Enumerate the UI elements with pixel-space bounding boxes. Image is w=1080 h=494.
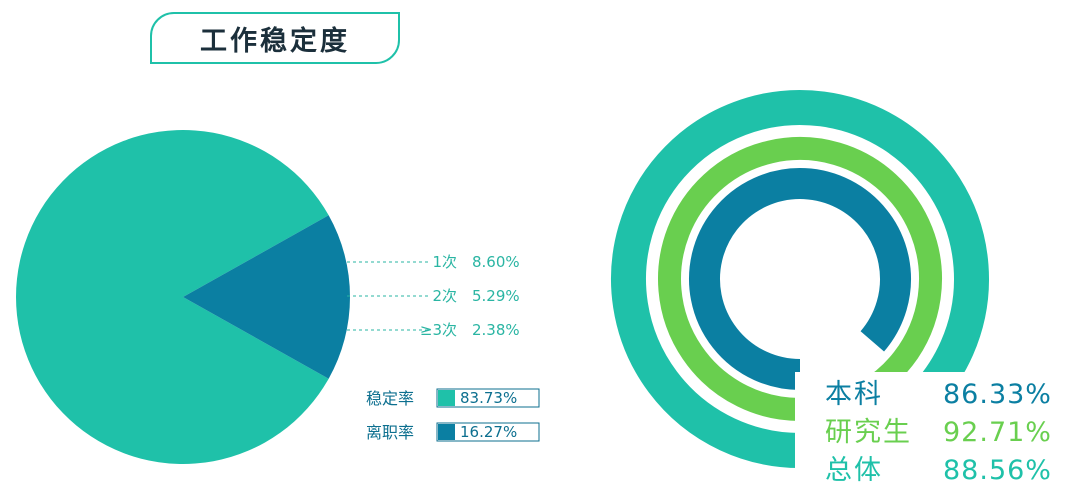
legend-stable-value: 83.73% [460,389,517,407]
ring-legend-row-graduate: 研究生 92.71% [825,410,1052,449]
legend-stable-swatch [438,390,455,406]
ring-legend-value: 92.71% [943,417,1052,448]
legend-leave-box [436,422,540,442]
pie-chart: 1次 8.60% 2次 5.29% ≥3次 2.38% [16,129,520,464]
page-title: 工作稳定度 [200,25,350,57]
breakdown-label: 2次 [432,287,457,305]
ring-legend: 本科 86.33% 研究生 92.71% 总体 88.56% [795,372,1075,490]
ring-legend-value: 88.56% [943,455,1052,486]
breakdown-label: 1次 [432,253,457,271]
ring-legend-label: 本科 [825,379,883,410]
breakdown-value: 2.38% [472,321,520,339]
ring-graduate [658,137,942,421]
breakdown-label: ≥3次 [420,321,457,339]
breakdown-value: 8.60% [472,253,520,271]
radial-bar-chart [611,90,989,468]
legend-leave-swatch [438,424,455,440]
pie-legend: 稳定率 83.73% 离职率 16.27% [366,388,540,442]
ring-legend-value: 86.33% [943,379,1052,410]
ring-legend-label: 总体 [825,455,883,486]
ring-legend-row-undergrad: 本科 86.33% [825,372,1052,411]
legend-leave-value: 16.27% [460,423,517,441]
legend-stable-box [436,388,540,408]
pie-slice-stable [16,129,329,464]
ring-undergrad [689,168,911,390]
legend-stable-label: 稳定率 [366,389,414,408]
ring-legend-label: 研究生 [825,417,912,448]
breakdown-value: 5.29% [472,287,520,305]
pie-slice-leave [183,215,351,379]
title-tab: 工作稳定度 [150,12,400,64]
legend-leave-label: 离职率 [366,423,414,442]
ring-overall [611,90,989,468]
ring-legend-row-overall: 总体 88.56% [825,448,1052,487]
